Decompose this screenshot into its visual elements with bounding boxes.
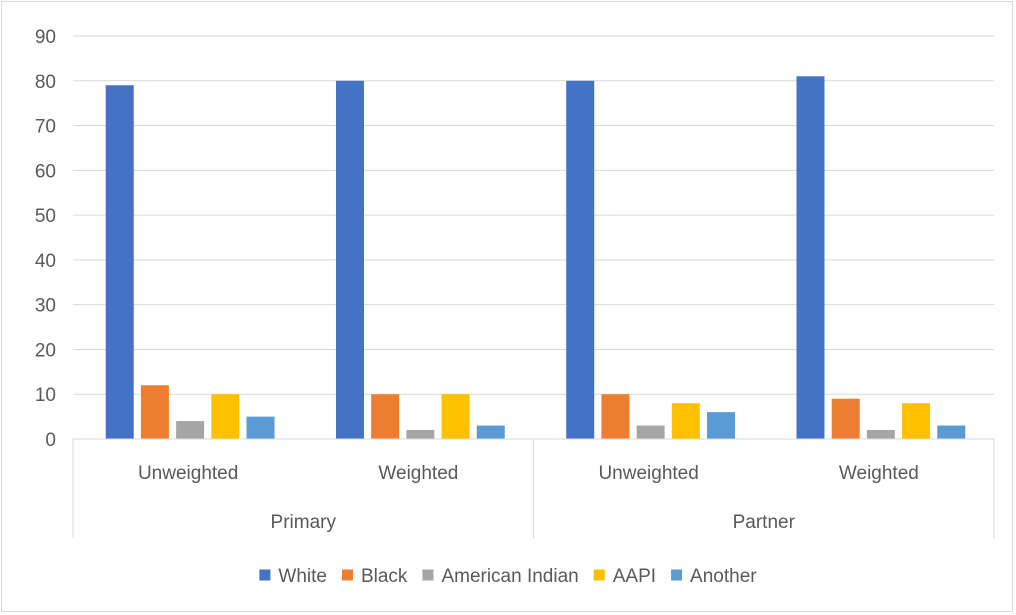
bar-american-indian [406, 430, 435, 439]
bar-black [601, 394, 630, 439]
legend-label: White [278, 566, 327, 587]
category-label: Weighted [839, 463, 919, 484]
y-tick-label: 10 [35, 385, 56, 406]
bar-white [105, 85, 134, 439]
legend-item: Another [671, 566, 757, 587]
y-tick-label: 30 [35, 296, 56, 317]
category-label: Unweighted [138, 463, 238, 484]
bar-aapi [441, 394, 470, 439]
legend-swatch [671, 569, 683, 581]
legend: White Black American Indian AAPI Another [259, 566, 757, 587]
bar-black [371, 394, 400, 439]
y-tick-label: 20 [35, 340, 56, 361]
legend-label: Black [361, 566, 408, 587]
legend-swatch [593, 569, 605, 581]
legend-item: White [259, 566, 327, 587]
bar-another [707, 412, 736, 439]
x-axis [72, 438, 995, 538]
bar-aapi [902, 403, 931, 439]
bar-american-indian [636, 425, 665, 439]
bar-white [566, 80, 595, 440]
bar-aapi [671, 403, 700, 439]
category-label: Unweighted [598, 463, 698, 484]
y-tick-label: 90 [35, 27, 56, 48]
category-labels: Unweighted Weighted Primary Unweighted Weigh… [138, 463, 919, 533]
y-tick-label: 70 [35, 117, 56, 138]
group-label: Partner [733, 512, 796, 533]
legend-item: Black [341, 566, 408, 587]
legend-label: American Indian [441, 566, 578, 587]
bar-black [831, 398, 860, 439]
gridlines [73, 35, 994, 395]
legend-swatch [422, 569, 434, 581]
legend-label: AAPI [613, 566, 656, 587]
y-tick-label: 50 [35, 206, 56, 227]
legend-item: American Indian [422, 566, 579, 587]
bar-another [476, 425, 505, 439]
bars [105, 76, 966, 440]
y-tick-label: 40 [35, 251, 56, 272]
bar-white [796, 76, 825, 440]
y-tick-label: 60 [35, 161, 56, 182]
y-tick-label: 0 [45, 430, 56, 451]
legend-item: AAPI [593, 566, 656, 587]
legend-swatch [259, 569, 271, 581]
category-label: Weighted [378, 463, 458, 484]
bar-american-indian [866, 430, 895, 439]
bar-black [140, 385, 169, 439]
group-label: Primary [271, 512, 337, 533]
legend-label: Another [690, 566, 757, 587]
bar-another [246, 416, 275, 439]
y-axis-ticks: 0 10 20 30 40 50 60 70 80 90 [35, 27, 56, 451]
legend-swatch [341, 569, 353, 581]
y-tick-label: 80 [35, 72, 56, 93]
bar-american-indian [176, 421, 205, 439]
bar-white [335, 80, 364, 440]
bar-aapi [211, 394, 240, 439]
bar-another [937, 425, 966, 439]
